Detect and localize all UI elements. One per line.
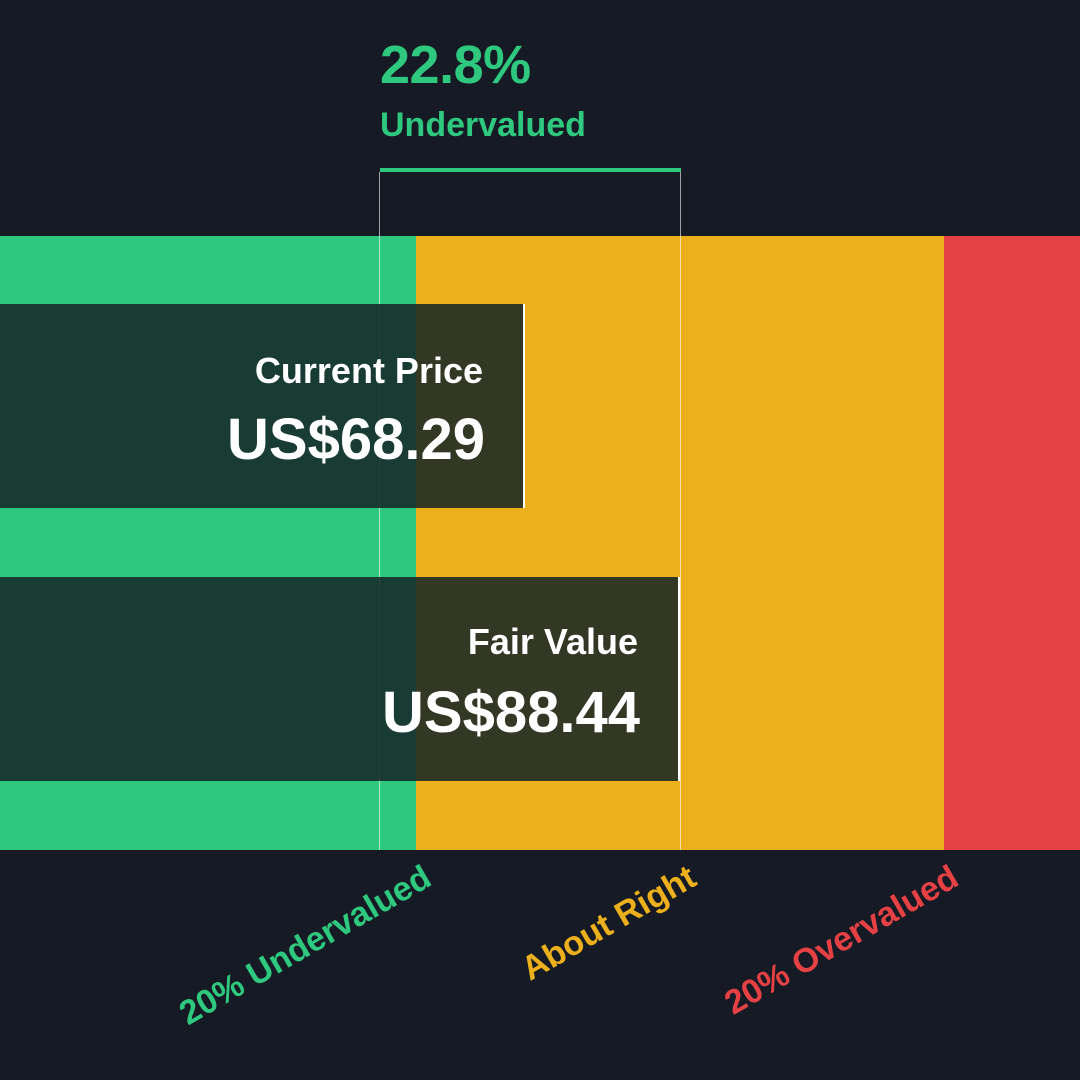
zone-tick-label: 20% Overvalued	[718, 858, 965, 1023]
fair-value-bar: Fair Value US$88.44	[0, 577, 680, 781]
discount-verdict-label: Undervalued	[380, 106, 586, 144]
discount-percent: 22.8%	[380, 35, 531, 95]
fair-value-marker-line	[680, 172, 681, 850]
current-price-bar: Current Price US$68.29	[0, 304, 525, 508]
current-price-label: Current Price	[254, 350, 483, 391]
zone-tick-label: About Right	[514, 858, 702, 989]
current-price-marker-line	[379, 172, 380, 850]
fair-value-label: Fair Value	[467, 621, 638, 662]
fair-value-value: US$88.44	[382, 680, 640, 745]
discount-bracket-bar	[380, 168, 681, 172]
overvalued-zone	[944, 236, 1080, 850]
zone-tick-label: 20% Undervalued	[172, 858, 437, 1033]
current-price-value: US$68.29	[227, 407, 485, 472]
